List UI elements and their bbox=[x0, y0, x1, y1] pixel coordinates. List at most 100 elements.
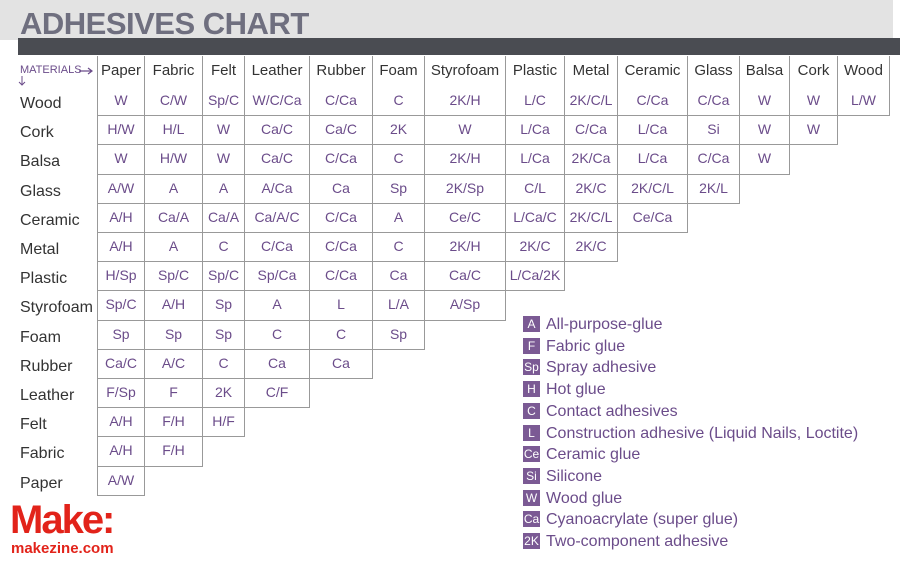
column-header: Felt bbox=[203, 56, 245, 87]
cell: Sp bbox=[203, 320, 245, 350]
legend-item: W Wood glue bbox=[523, 489, 623, 508]
cell: W bbox=[790, 87, 838, 117]
row-label: Ceramic bbox=[20, 211, 80, 229]
cell: C/Ca bbox=[310, 145, 373, 175]
cell: A/H bbox=[97, 233, 145, 263]
row-label: Rubber bbox=[20, 357, 73, 375]
legend-code: A bbox=[523, 316, 540, 332]
legend-text: Ceramic glue bbox=[546, 446, 641, 464]
row-label: Leather bbox=[20, 387, 75, 404]
legend-item: 2K Two-component adhesive bbox=[523, 533, 728, 551]
cell: 2K/Sp bbox=[425, 174, 506, 204]
cell: 2K/C bbox=[565, 174, 618, 204]
cell: W bbox=[740, 116, 790, 146]
cell: L bbox=[310, 291, 373, 321]
cell: C/Ca bbox=[310, 203, 373, 233]
legend-code: 2K bbox=[523, 533, 540, 549]
legend-code: Ce bbox=[523, 446, 540, 463]
row-label: Balsa bbox=[20, 153, 61, 171]
legend-text: Two-component adhesive bbox=[546, 533, 729, 550]
legend-text: Cyanoacrylate (super glue) bbox=[546, 511, 739, 529]
cell: Ca/A/C bbox=[245, 203, 310, 233]
cell: W/C/Ca bbox=[245, 87, 310, 117]
cell: 2K/Ca bbox=[565, 145, 618, 175]
cell: W bbox=[203, 145, 245, 175]
cell: A/W bbox=[97, 174, 145, 204]
cell: 2K/L bbox=[688, 174, 740, 204]
title: ADHESIVES CHART bbox=[20, 6, 309, 41]
legend-item: Ca Cyanoacrylate (super glue) bbox=[523, 511, 738, 529]
cell: W bbox=[790, 116, 838, 146]
column-header: Metal bbox=[565, 56, 618, 87]
legend-code: C bbox=[523, 402, 540, 419]
cell: 2K/C/L bbox=[565, 87, 618, 117]
cell: Sp bbox=[145, 320, 203, 350]
cell: A/W bbox=[97, 466, 145, 496]
row-label: Metal bbox=[20, 241, 60, 258]
legend-text: Fabric glue bbox=[546, 337, 626, 355]
column-header: Cork bbox=[790, 56, 838, 87]
cell: C bbox=[245, 320, 310, 350]
cell: A bbox=[245, 291, 310, 321]
legend-text: Spray adhesive bbox=[546, 359, 657, 377]
cell: H/W bbox=[97, 116, 145, 146]
cell: C/Ca bbox=[310, 262, 373, 292]
cell: W bbox=[425, 116, 506, 146]
legend-text: Wood glue bbox=[546, 489, 623, 507]
cell: Sp bbox=[203, 291, 245, 321]
cell: C/Ca bbox=[688, 87, 740, 117]
cell: H/L bbox=[145, 116, 203, 146]
legend-item: H Hot glue bbox=[523, 381, 606, 399]
row-label: Cork bbox=[20, 124, 54, 142]
cell: Ca bbox=[373, 262, 425, 292]
cell: W bbox=[203, 116, 245, 146]
cell: Ca/A bbox=[203, 203, 245, 233]
cell: L/Ca bbox=[618, 145, 688, 175]
cell: Sp/C bbox=[145, 262, 203, 292]
cell: A/Ca bbox=[245, 174, 310, 204]
legend-item: A All-purpose-glue bbox=[523, 316, 663, 334]
cell: Sp/C bbox=[97, 291, 145, 321]
cell: Sp bbox=[373, 320, 425, 350]
cell: 2K bbox=[373, 116, 425, 146]
cell: 2K/C/L bbox=[618, 174, 688, 204]
row-label: Glass bbox=[20, 182, 61, 200]
legend-text: All-purpose-glue bbox=[546, 316, 663, 333]
cell: A/H bbox=[97, 408, 145, 438]
cell: C/Ca bbox=[688, 145, 740, 175]
column-header: Fabric bbox=[145, 56, 203, 87]
column-header: Balsa bbox=[740, 56, 790, 87]
cell: L/W bbox=[838, 87, 890, 117]
row-label: Wood bbox=[20, 95, 62, 112]
cell: Ca/C bbox=[310, 116, 373, 146]
cell: L/Ca/C bbox=[506, 203, 565, 233]
column-header: Glass bbox=[688, 56, 740, 87]
cell: A/H bbox=[97, 437, 145, 467]
header-bar bbox=[18, 38, 900, 55]
legend-item: F Fabric glue bbox=[523, 337, 626, 356]
cell: 2K/C bbox=[506, 233, 565, 263]
cell: Ca bbox=[310, 174, 373, 204]
row-label: Plastic bbox=[20, 270, 68, 288]
column-header: Paper bbox=[97, 56, 145, 87]
legend-code: Ca bbox=[523, 511, 540, 528]
legend-text: Silicone bbox=[546, 467, 603, 485]
cell: Ca/A bbox=[145, 203, 203, 233]
column-header: Leather bbox=[245, 56, 310, 87]
legend-text: Construction adhesive (Liquid Nails, Loc… bbox=[546, 424, 859, 442]
legend-code: F bbox=[523, 337, 540, 354]
cell: Ca/C bbox=[245, 145, 310, 175]
cell: A/H bbox=[97, 203, 145, 233]
legend-item: C Contact adhesives bbox=[523, 402, 678, 421]
title-bg bbox=[0, 0, 893, 40]
legend-code: Sp bbox=[523, 359, 540, 376]
row-label: Paper bbox=[20, 474, 63, 492]
column-header: Rubber bbox=[310, 56, 373, 87]
cell: A bbox=[373, 203, 425, 233]
cell: L/A bbox=[373, 291, 425, 321]
cell: A bbox=[145, 174, 203, 204]
column-header: Foam bbox=[373, 56, 425, 87]
cell: C/F bbox=[245, 379, 310, 409]
cell: W bbox=[740, 145, 790, 175]
cell: H/Sp bbox=[97, 262, 145, 292]
